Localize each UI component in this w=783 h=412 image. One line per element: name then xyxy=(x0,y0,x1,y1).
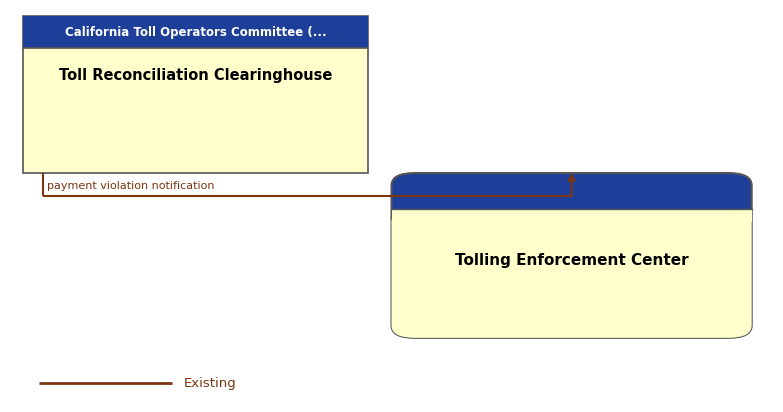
FancyBboxPatch shape xyxy=(392,173,752,338)
Text: Tolling Enforcement Center: Tolling Enforcement Center xyxy=(455,253,688,268)
Text: payment violation notification: payment violation notification xyxy=(47,181,215,191)
Bar xyxy=(23,16,368,173)
Bar xyxy=(392,209,752,222)
Text: Existing: Existing xyxy=(184,377,236,390)
Text: California Toll Operators Committee (...: California Toll Operators Committee (... xyxy=(65,26,327,39)
Bar xyxy=(23,16,368,48)
FancyBboxPatch shape xyxy=(392,209,752,338)
Text: Toll Reconciliation Clearinghouse: Toll Reconciliation Clearinghouse xyxy=(59,68,333,83)
